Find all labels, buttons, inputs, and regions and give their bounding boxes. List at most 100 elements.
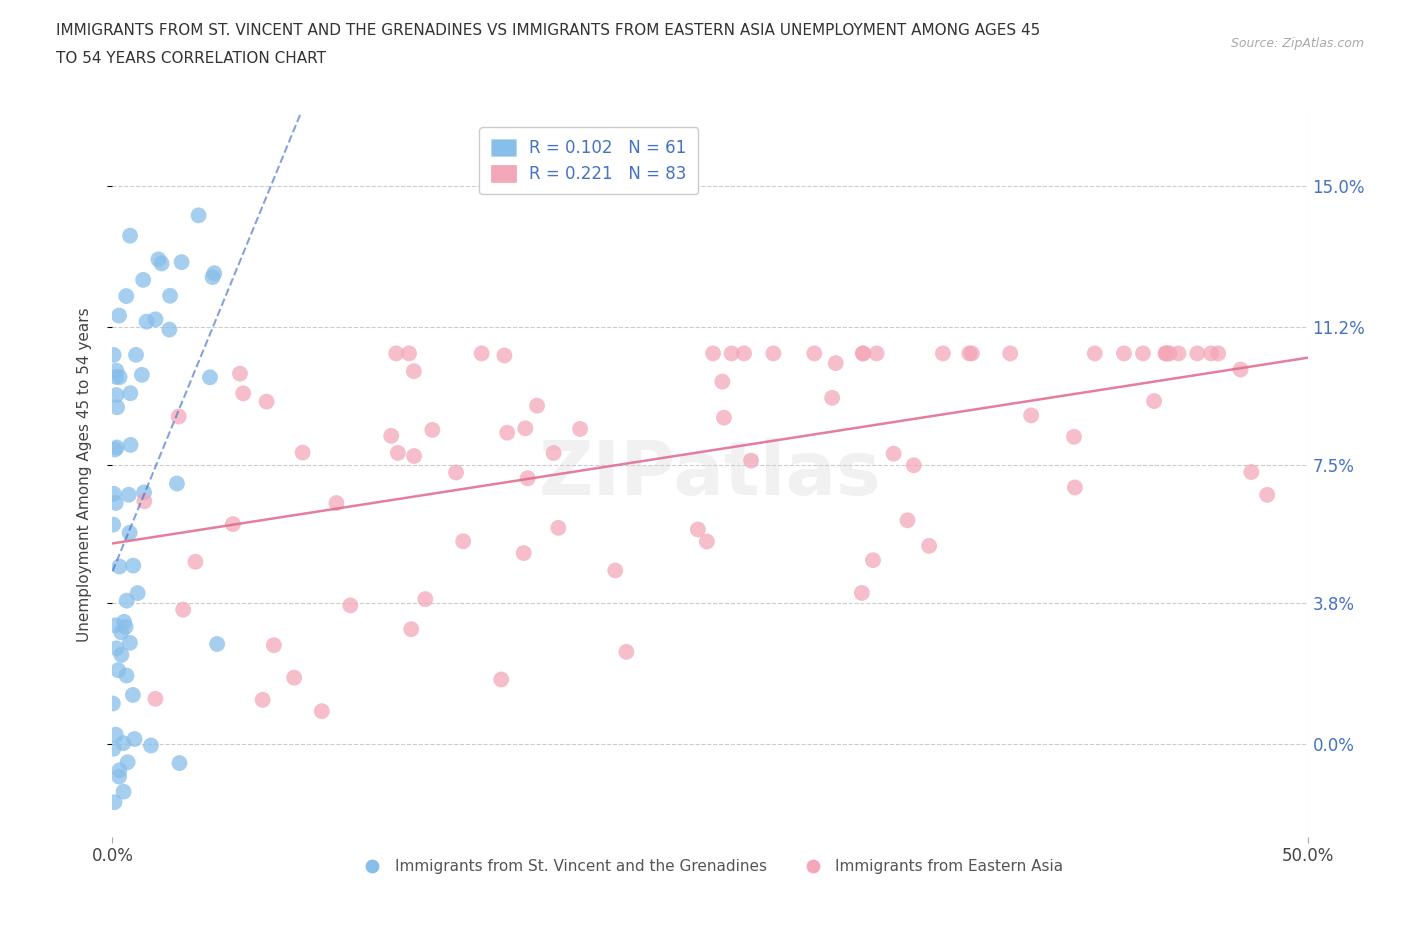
- Point: [569, 421, 592, 436]
- Point: [117, 755, 139, 770]
- Point: [103, 348, 125, 363]
- Point: [256, 394, 278, 409]
- Point: [444, 465, 467, 480]
- Point: [104, 727, 127, 742]
- Point: [1199, 346, 1222, 361]
- Point: [512, 546, 534, 561]
- Point: [852, 346, 875, 361]
- Point: [1229, 362, 1251, 377]
- Point: [1159, 346, 1181, 361]
- Point: [1256, 487, 1278, 502]
- Point: [1064, 480, 1087, 495]
- Point: [451, 534, 474, 549]
- Point: [127, 586, 149, 601]
- Point: [1019, 408, 1042, 423]
- Point: [112, 736, 135, 751]
- Point: [145, 691, 167, 706]
- Point: [122, 558, 145, 573]
- Point: [166, 476, 188, 491]
- Point: [1132, 346, 1154, 361]
- Point: [103, 741, 125, 756]
- Point: [402, 364, 425, 379]
- Point: [105, 400, 128, 415]
- Point: [526, 398, 548, 413]
- Point: [420, 422, 443, 437]
- Point: [998, 346, 1021, 361]
- Point: [118, 635, 141, 650]
- Point: [903, 458, 925, 472]
- Point: [385, 346, 408, 361]
- Point: [115, 593, 138, 608]
- Point: [145, 312, 167, 326]
- Point: [1112, 346, 1135, 361]
- Point: [169, 756, 191, 771]
- Point: [105, 641, 128, 656]
- Point: [101, 696, 124, 711]
- Point: [516, 471, 538, 485]
- Point: [187, 208, 209, 223]
- Point: [148, 252, 170, 267]
- Point: [222, 517, 245, 532]
- Text: Source: ZipAtlas.com: Source: ZipAtlas.com: [1230, 37, 1364, 50]
- Point: [399, 622, 422, 637]
- Point: [605, 563, 627, 578]
- Point: [118, 525, 141, 540]
- Point: [201, 270, 224, 285]
- Point: [105, 440, 128, 455]
- Point: [172, 603, 194, 618]
- Point: [101, 517, 124, 532]
- Point: [762, 346, 785, 361]
- Point: [124, 732, 146, 747]
- Point: [1240, 465, 1263, 480]
- Point: [125, 348, 148, 363]
- Point: [740, 453, 762, 468]
- Point: [132, 272, 155, 287]
- Point: [311, 704, 333, 719]
- Point: [159, 288, 181, 303]
- Point: [339, 598, 361, 613]
- Point: [115, 288, 138, 303]
- Point: [696, 534, 718, 549]
- Point: [115, 668, 138, 683]
- Point: [865, 346, 887, 361]
- Point: [167, 409, 190, 424]
- Point: [108, 308, 131, 323]
- Point: [120, 386, 142, 401]
- Point: [229, 366, 252, 381]
- Point: [918, 538, 941, 553]
- Text: ZIPatlas: ZIPatlas: [538, 438, 882, 511]
- Point: [150, 256, 173, 271]
- Point: [702, 346, 724, 361]
- Point: [103, 486, 125, 501]
- Point: [198, 370, 221, 385]
- Point: [232, 386, 254, 401]
- Point: [883, 446, 905, 461]
- Point: [105, 369, 128, 384]
- Point: [1063, 430, 1085, 445]
- Point: [711, 374, 734, 389]
- Point: [713, 410, 735, 425]
- Point: [202, 266, 225, 281]
- Point: [1167, 346, 1189, 361]
- Point: [291, 445, 314, 460]
- Point: [108, 370, 131, 385]
- Y-axis label: Unemployment Among Ages 45 to 54 years: Unemployment Among Ages 45 to 54 years: [77, 307, 91, 642]
- Point: [686, 522, 709, 537]
- Point: [122, 687, 145, 702]
- Point: [380, 429, 402, 444]
- Point: [616, 644, 638, 659]
- Point: [105, 364, 128, 379]
- Point: [862, 552, 884, 567]
- Point: [851, 586, 873, 601]
- Point: [325, 496, 347, 511]
- Point: [1187, 346, 1209, 361]
- Point: [543, 445, 565, 460]
- Point: [413, 591, 436, 606]
- Point: [110, 647, 132, 662]
- Point: [821, 391, 844, 405]
- Point: [139, 738, 162, 753]
- Point: [489, 672, 512, 687]
- Point: [824, 355, 846, 370]
- Point: [733, 346, 755, 361]
- Point: [803, 346, 825, 361]
